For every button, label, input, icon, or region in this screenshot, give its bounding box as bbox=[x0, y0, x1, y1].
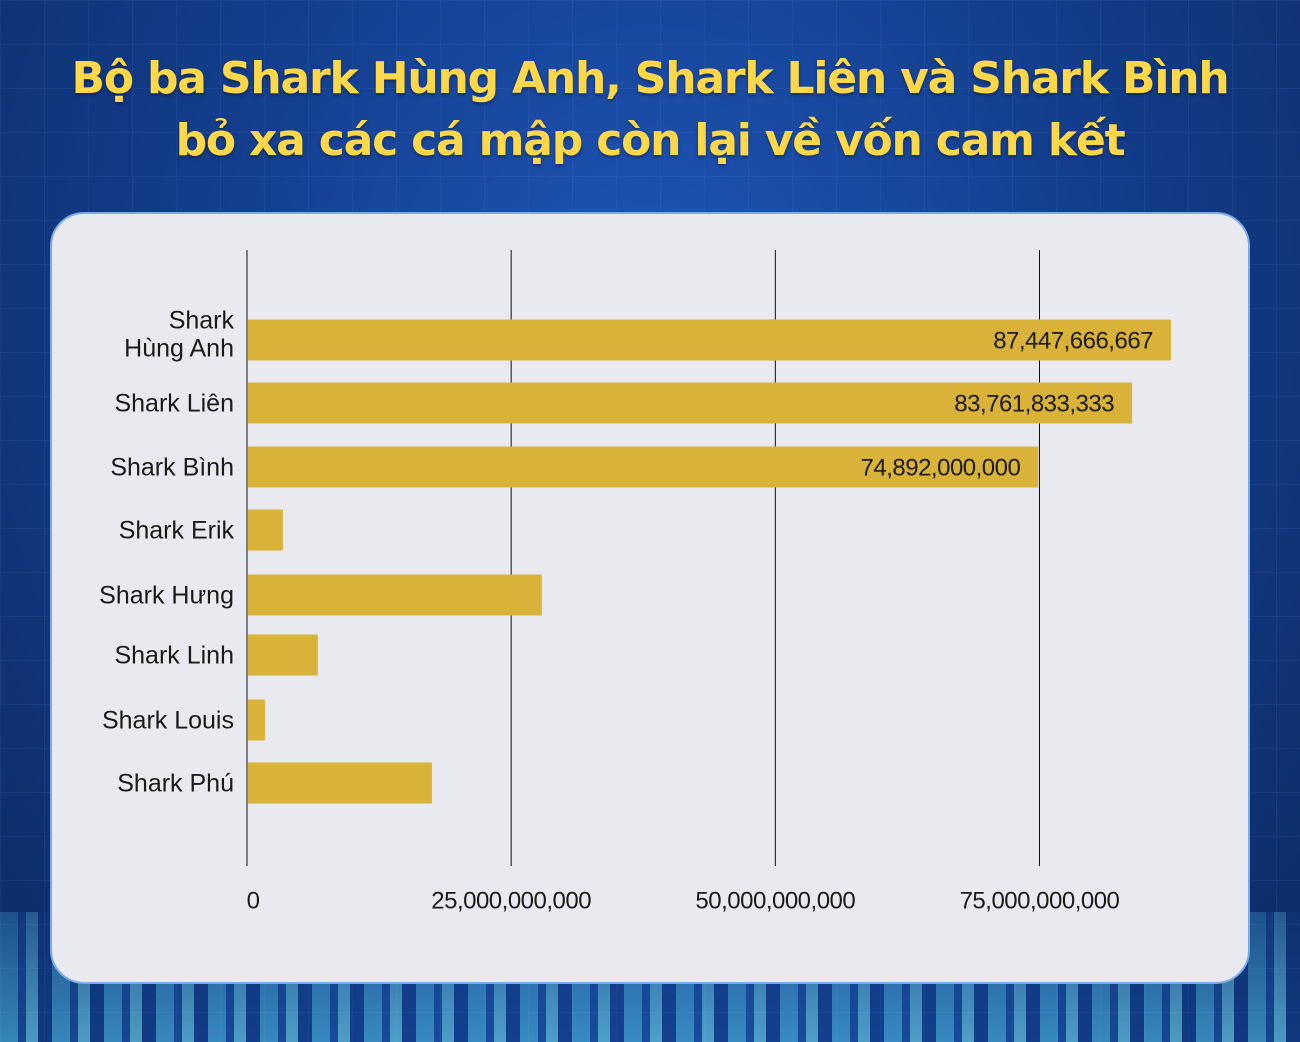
category-label: Shark Louis bbox=[102, 707, 234, 735]
chart-card: 0 25,000,000,000 50,000,000,000 75,000,000,… bbox=[50, 212, 1250, 984]
chart-title-line-1: Bộ ba Shark Hùng Anh, Shark Liên và Shar… bbox=[71, 53, 1230, 104]
bar bbox=[248, 574, 542, 616]
bar bbox=[248, 319, 1172, 361]
category-label: Shark Hưng bbox=[99, 582, 234, 610]
bar bbox=[248, 382, 1133, 424]
x-tick-label: 25,000,000,000 bbox=[431, 887, 591, 914]
x-tick-label: 75,000,000,000 bbox=[960, 887, 1120, 914]
chart-title-line-2: bỏ xa các cá mập còn lại về vốn cam kết bbox=[175, 115, 1126, 166]
x-tick-label: 0 bbox=[247, 887, 260, 914]
category-label: Shark Erik bbox=[119, 517, 235, 545]
category-label: Shark Phú bbox=[117, 770, 234, 798]
bar bbox=[248, 634, 318, 676]
data-label: 83,761,833,333 bbox=[954, 390, 1114, 417]
bar bbox=[248, 762, 432, 804]
category-label: Shark Liên bbox=[114, 390, 234, 418]
bar-chart: 0 25,000,000,000 50,000,000,000 75,000,000,… bbox=[99, 250, 1172, 914]
category-label: Shark bbox=[169, 307, 235, 335]
category-label: Hùng Anh bbox=[124, 335, 234, 363]
chart-title: Bộ ba Shark Hùng Anh, Shark Liên và Shar… bbox=[0, 48, 1300, 172]
category-label: Shark Linh bbox=[114, 642, 234, 670]
bar bbox=[248, 446, 1039, 488]
x-tick-label: 50,000,000,000 bbox=[695, 887, 855, 914]
category-label: Shark Bình bbox=[110, 454, 234, 482]
bar bbox=[248, 699, 265, 741]
bar bbox=[248, 509, 283, 551]
data-label: 87,447,666,667 bbox=[993, 327, 1153, 354]
data-label: 74,892,000,000 bbox=[861, 454, 1021, 481]
